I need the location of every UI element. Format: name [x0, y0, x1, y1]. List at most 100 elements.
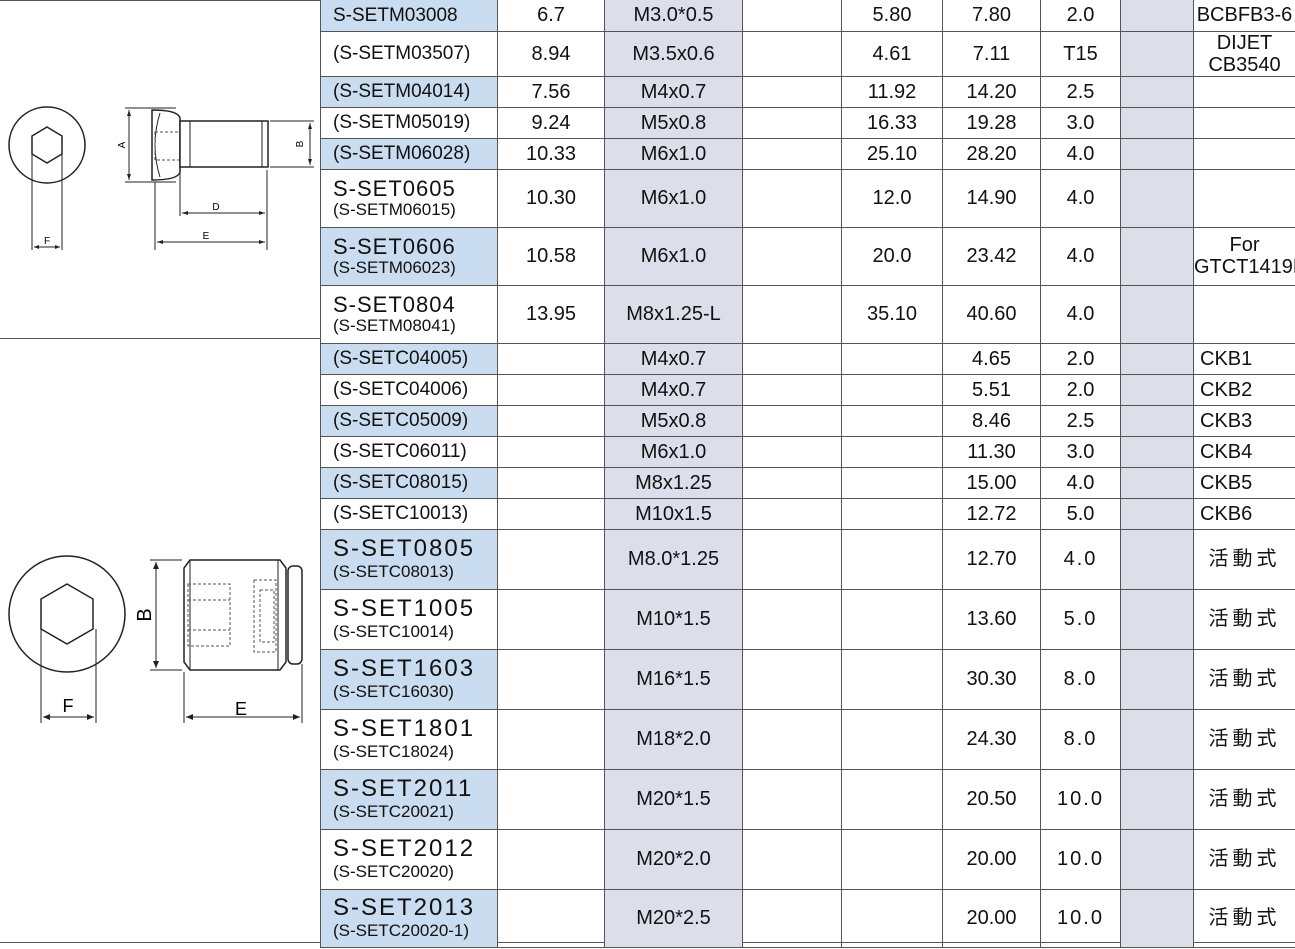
note-cell — [1194, 169, 1295, 227]
value-cell-c3 — [743, 709, 842, 769]
value-cell-c5: 5.51 — [943, 374, 1041, 405]
value-cell-c7 — [1121, 467, 1194, 498]
cylinder-screw-drawing: F B E — [0, 338, 320, 944]
note-cell — [1194, 138, 1295, 169]
note-cell: ForGTCT1419R — [1194, 227, 1295, 285]
value-cell-c3 — [743, 467, 842, 498]
screw-diagram-bottom: F B E — [0, 338, 320, 944]
value-cell-c4 — [842, 589, 943, 649]
note-cell — [1194, 76, 1295, 107]
part-code: (S-SETM03507) — [333, 43, 470, 64]
part-alt-code: (S-SETC20020-1) — [333, 922, 497, 941]
value-cell-c2: M20*2.5 — [605, 889, 743, 947]
part-code-cell: (S-SETC04005) — [321, 343, 498, 374]
part-code-cell: (S-SETC08015) — [321, 467, 498, 498]
part-code-cell: (S-SETC10013) — [321, 498, 498, 529]
value-cell-c7 — [1121, 889, 1194, 947]
value-cell-c2: M10x1.5 — [605, 498, 743, 529]
note-cell — [1194, 285, 1295, 343]
part-code-cell: S-SET2011(S-SETC20021) — [321, 769, 498, 829]
value-cell-c4: 12.0 — [842, 169, 943, 227]
part-code-cell: S-SET0606(S-SETM06023) — [321, 227, 498, 285]
note-cell: CKB1 — [1194, 343, 1295, 374]
note-cell — [1194, 107, 1295, 138]
note-cell: CKB2 — [1194, 374, 1295, 405]
value-cell-c7 — [1121, 498, 1194, 529]
value-cell-c4 — [842, 829, 943, 889]
note-cell: 活動式 — [1194, 649, 1295, 709]
top-rule — [0, 0, 320, 1]
value-cell-c4 — [842, 374, 943, 405]
note-cell: 活動式 — [1194, 589, 1295, 649]
value-cell-c5: 7.80 — [943, 0, 1041, 31]
value-cell-c3 — [743, 0, 842, 31]
value-cell-c2: M3.5x0.6 — [605, 31, 743, 76]
value-cell-c7 — [1121, 107, 1194, 138]
value-cell-c2: M5x0.8 — [605, 107, 743, 138]
value-cell-c7 — [1121, 76, 1194, 107]
part-code-cell: S-SET0605(S-SETM06015) — [321, 169, 498, 227]
section-divider — [0, 338, 320, 339]
part-code: S-SET2011 — [333, 776, 497, 802]
part-code-cell: S-SET2012(S-SETC20020) — [321, 829, 498, 889]
value-cell-c5: 20.00 — [943, 889, 1041, 947]
value-cell-c4: 5.80 — [842, 0, 943, 31]
value-cell-c3 — [743, 589, 842, 649]
value-cell-c2: M8x1.25 — [605, 467, 743, 498]
value-cell-c1: 7.56 — [498, 76, 605, 107]
value-cell-c3 — [743, 498, 842, 529]
part-code: (S-SETC04006) — [333, 379, 468, 400]
part-code: (S-SETM06028) — [333, 143, 470, 164]
value-cell-c1 — [498, 769, 605, 829]
value-cell-c7 — [1121, 31, 1194, 76]
dim-label-e: E — [203, 231, 210, 242]
value-cell-c7 — [1121, 649, 1194, 709]
value-cell-c1 — [498, 529, 605, 589]
value-cell-c2: M20*2.0 — [605, 829, 743, 889]
part-code-cell: S-SETM03008 — [321, 0, 498, 31]
value-cell-c7 — [1121, 0, 1194, 31]
value-cell-c2: M10*1.5 — [605, 589, 743, 649]
value-cell-c7 — [1121, 769, 1194, 829]
part-code-cell: (S-SETM06028) — [321, 138, 498, 169]
value-cell-c6: 4.0 — [1041, 169, 1121, 227]
value-cell-c3 — [743, 138, 842, 169]
dim-label-d: D — [212, 202, 219, 213]
value-cell-c2: M4x0.7 — [605, 343, 743, 374]
note-line: DIJET — [1194, 32, 1295, 54]
value-cell-c7 — [1121, 529, 1194, 589]
value-cell-c2: M6x1.0 — [605, 227, 743, 285]
note-cell: CKB6 — [1194, 498, 1295, 529]
value-cell-c3 — [743, 169, 842, 227]
value-cell-c5: 4.65 — [943, 343, 1041, 374]
value-cell-c4 — [842, 467, 943, 498]
value-cell-c3 — [743, 76, 842, 107]
value-cell-c7 — [1121, 405, 1194, 436]
value-cell-c4 — [842, 405, 943, 436]
dim-label-b: B — [134, 608, 156, 621]
value-cell-c6: 10.0 — [1041, 769, 1121, 829]
value-cell-c6: 4.0 — [1041, 227, 1121, 285]
dim-label-e: E — [235, 699, 247, 719]
value-cell-c1 — [498, 649, 605, 709]
part-alt-code: (S-SETC20020) — [333, 863, 497, 882]
value-cell-c4: 4.61 — [842, 31, 943, 76]
dim-label-f: F — [63, 696, 74, 716]
part-code: (S-SETM05019) — [333, 112, 470, 133]
note-cell: 活動式 — [1194, 889, 1295, 947]
part-alt-code: (S-SETM06023) — [333, 259, 497, 278]
value-cell-c5: 20.50 — [943, 769, 1041, 829]
value-cell-c2: M5x0.8 — [605, 405, 743, 436]
part-code: S-SET0804 — [333, 293, 497, 317]
part-code: (S-SETC06011) — [333, 441, 467, 462]
value-cell-c2: M4x0.7 — [605, 374, 743, 405]
value-cell-c6: 2.5 — [1041, 405, 1121, 436]
